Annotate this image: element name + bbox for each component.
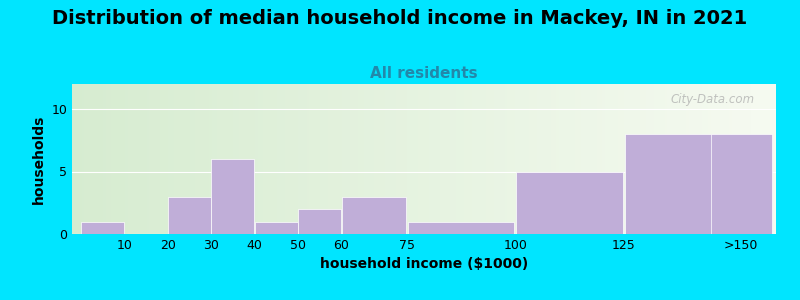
Bar [168, 196, 210, 234]
Bar [711, 134, 772, 234]
Bar [342, 196, 406, 234]
Text: Distribution of median household income in Mackey, IN in 2021: Distribution of median household income … [52, 9, 748, 28]
Bar [625, 134, 731, 234]
Y-axis label: households: households [32, 114, 46, 204]
Bar [211, 159, 254, 234]
Bar [516, 172, 623, 234]
Title: All residents: All residents [370, 66, 478, 81]
X-axis label: household income ($1000): household income ($1000) [320, 257, 528, 272]
Bar [81, 221, 124, 234]
Bar [255, 221, 298, 234]
Bar [408, 221, 514, 234]
Bar [298, 209, 341, 234]
Text: City-Data.com: City-Data.com [670, 93, 755, 106]
